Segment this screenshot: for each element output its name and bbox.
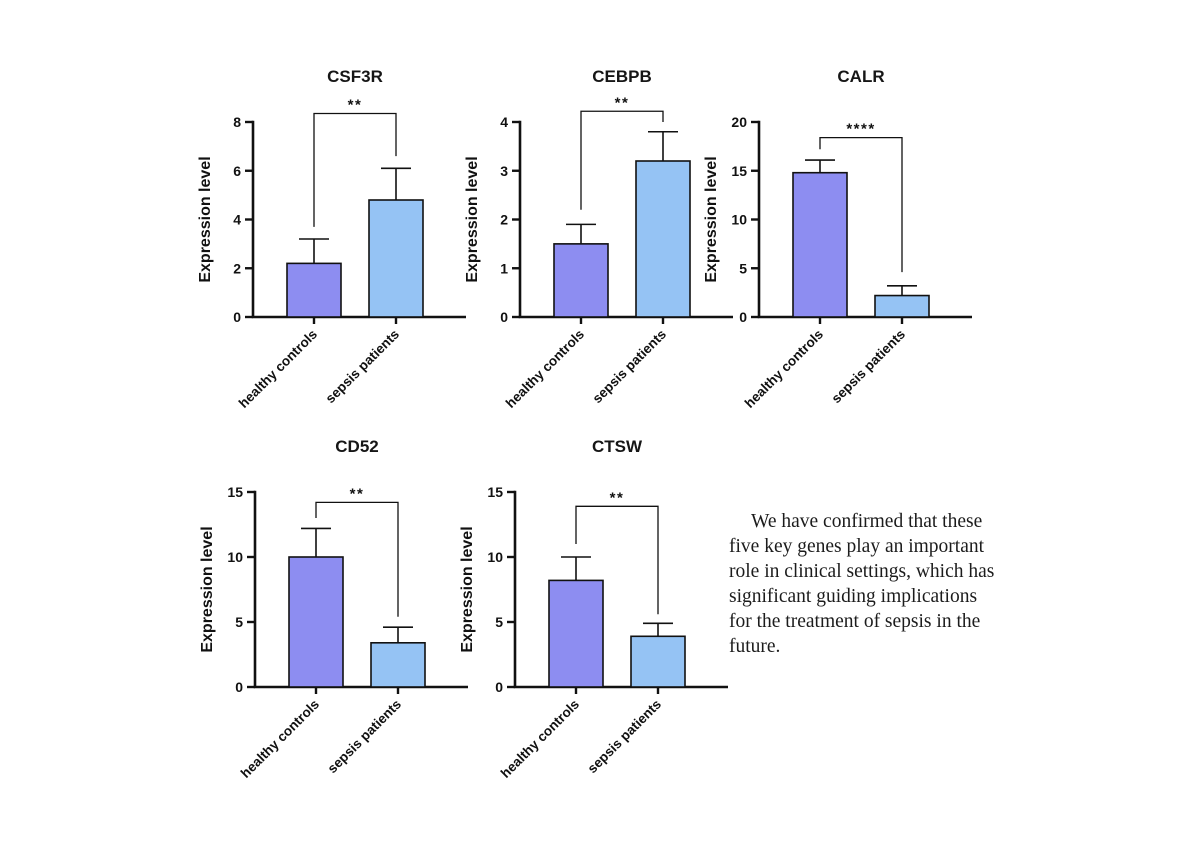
chart-cebpb: CEBPB 0 1 2 3 4 healthy controls sepsis patien…: [445, 62, 745, 447]
y-tick-label: 8: [233, 114, 241, 130]
y-tick-label: 10: [227, 549, 243, 565]
summary-line: five key genes play an important: [729, 536, 985, 557]
bar-sepsis-patients: [635, 160, 691, 318]
y-tick-label: 5: [739, 260, 747, 276]
y-tick-label: 15: [227, 484, 243, 500]
y-tick-label: 20: [731, 114, 747, 130]
bar-healthy-controls: [548, 579, 604, 688]
significance-bracket: [313, 112, 397, 227]
y-tick-label: 6: [233, 163, 241, 179]
csf3r-plot: 0 2 4 6 8 healthy controls sepsis patients ** Ex…: [197, 96, 466, 411]
y-tick-label: 5: [235, 614, 243, 630]
y-axis-label: Expression level: [197, 156, 214, 282]
y-tick-label: 0: [500, 309, 508, 325]
category-label: healthy controls: [503, 327, 587, 411]
significance-bracket: [580, 110, 664, 210]
y-tick-label: 2: [500, 212, 508, 228]
category-label: healthy controls: [498, 697, 582, 781]
summary-line: significant guiding implications: [729, 586, 978, 607]
y-tick-label: 15: [487, 484, 503, 500]
category-label: healthy controls: [238, 697, 322, 781]
y-tick-label: 0: [233, 309, 241, 325]
summary-text: We have confirmed that these five key ge…: [729, 509, 1029, 659]
chart-title: CALR: [837, 67, 885, 86]
y-tick-label: 4: [500, 114, 508, 130]
calr-plot: 0 5 10 15 20 healthy controls sepsis patients *…: [703, 114, 972, 411]
bar-healthy-controls: [553, 243, 609, 318]
chart-csf3r: CSF3R 0 2 4 6 8 healthy controls sepsis patien…: [178, 62, 478, 447]
category-label: healthy controls: [236, 327, 320, 411]
chart-cd52: CD52 0 5 10 15 healthy controls sepsis patien…: [180, 432, 480, 817]
category-label: sepsis patients: [325, 697, 405, 777]
chart-title: CEBPB: [592, 67, 652, 86]
y-tick-label: 10: [731, 212, 747, 228]
significance-stars: **: [348, 96, 363, 113]
summary-line: role in clinical settings, which has: [729, 561, 995, 582]
significance-stars: **: [350, 485, 365, 502]
category-label: sepsis patients: [829, 327, 909, 407]
y-tick-label: 3: [500, 163, 508, 179]
y-tick-label: 1: [500, 260, 508, 276]
y-tick-label: 0: [495, 679, 503, 695]
significance-stars: **: [610, 489, 625, 506]
bar-sepsis-patients: [874, 294, 930, 318]
significance-stars: **: [615, 94, 630, 111]
y-axis-label: Expression level: [703, 156, 720, 282]
summary-line: future.: [729, 636, 781, 657]
ctsw-plot: 0 5 10 15 healthy controls sepsis patients ** E…: [459, 484, 728, 781]
y-tick-label: 10: [487, 549, 503, 565]
significance-bracket: [315, 501, 399, 617]
y-axis-label: Expression level: [464, 156, 481, 282]
chart-calr: CALR 0 5 10 15 20 healthy controls sepsis pati…: [684, 62, 984, 447]
bar-healthy-controls: [286, 262, 342, 318]
bar-healthy-controls: [792, 171, 848, 318]
cebpb-plot: 0 1 2 3 4 healthy controls sepsis patients ** Ex…: [464, 94, 733, 411]
y-tick-label: 0: [739, 309, 747, 325]
summary-line: We have confirmed that these: [751, 511, 983, 532]
chart-title: CSF3R: [327, 67, 383, 86]
category-label: sepsis patients: [585, 697, 665, 777]
y-tick-label: 4: [233, 212, 241, 228]
category-label: healthy controls: [742, 327, 826, 411]
cd52-plot: 0 5 10 15 healthy controls sepsis patients ** E…: [199, 484, 468, 781]
y-tick-label: 2: [233, 260, 241, 276]
significance-bracket: [575, 505, 659, 615]
y-tick-label: 5: [495, 614, 503, 630]
bar-sepsis-patients: [368, 199, 424, 318]
chart-ctsw: CTSW 0 5 10 15 healthy controls sepsis patien…: [440, 432, 740, 817]
category-label: sepsis patients: [590, 327, 670, 407]
y-tick-label: 0: [235, 679, 243, 695]
category-label: sepsis patients: [323, 327, 403, 407]
chart-title: CD52: [335, 437, 379, 456]
significance-bracket: [819, 136, 903, 273]
bar-healthy-controls: [288, 556, 344, 688]
y-axis-label: Expression level: [459, 526, 476, 652]
significance-stars: ****: [846, 121, 875, 138]
y-axis-label: Expression level: [199, 526, 216, 652]
y-tick-label: 15: [731, 163, 747, 179]
bar-sepsis-patients: [630, 635, 686, 688]
bar-sepsis-patients: [370, 642, 426, 688]
summary-line: for the treatment of sepsis in the: [729, 611, 981, 632]
chart-title: CTSW: [591, 437, 643, 456]
